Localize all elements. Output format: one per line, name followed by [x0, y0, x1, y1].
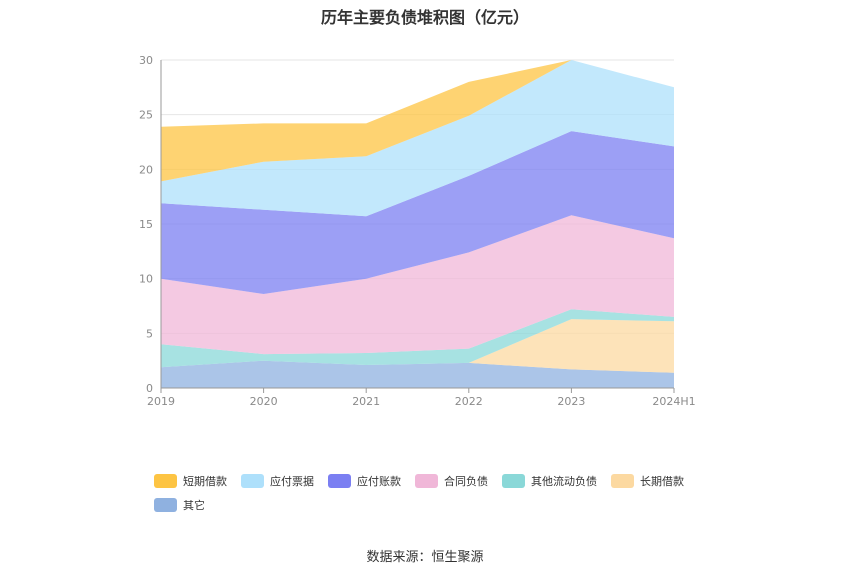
legend: 短期借款 应付票据 应付账款 合同负债 其他流动负债 长期借款其它 [154, 472, 714, 514]
legend-item[interactable]: 应付票据 [241, 472, 314, 490]
y-tick-labels: 0 5 10 15 20 25 30 [139, 54, 153, 395]
legend-label: 应付账款 [357, 475, 401, 488]
area-series-6[interactable] [161, 60, 674, 182]
area-series-2[interactable] [161, 309, 674, 368]
x-tick-label: 2024H1 [652, 395, 695, 408]
area-series-5[interactable] [161, 60, 674, 217]
area-series-0[interactable] [161, 360, 674, 388]
legend-swatch [154, 498, 177, 512]
legend-label: 合同负债 [444, 475, 488, 488]
y-tick-label: 30 [139, 54, 153, 67]
legend-swatch [154, 474, 177, 488]
x-tick-label: 2019 [147, 395, 175, 408]
legend-swatch [241, 474, 264, 488]
area-series-4[interactable] [161, 131, 674, 294]
legend-label: 长期借款 [640, 475, 684, 488]
legend-swatch [502, 474, 525, 488]
legend-item[interactable]: 长期借款 [611, 472, 684, 490]
legend-item[interactable]: 应付账款 [328, 472, 401, 490]
y-tick-label: 10 [139, 273, 153, 286]
chart-title: 历年主要负债堆积图（亿元） [320, 8, 529, 27]
y-tick-label: 25 [139, 109, 153, 122]
area-series-1[interactable] [161, 319, 674, 373]
y-tick-label: 0 [146, 382, 153, 395]
source-note: 数据来源：恒生聚源 [366, 550, 484, 565]
legend-item[interactable]: 其他流动负债 [502, 472, 597, 490]
y-tick-label: 20 [139, 163, 153, 176]
legend-label: 应付票据 [270, 475, 314, 488]
y-tick-label: 5 [146, 327, 153, 340]
axes [160, 60, 675, 393]
x-tick-label: 2022 [455, 395, 483, 408]
x-tick-label: 2023 [557, 395, 585, 408]
area-series-3[interactable] [161, 215, 674, 355]
legend-item[interactable]: 其它 [154, 496, 205, 514]
legend-swatch [415, 474, 438, 488]
x-tick-label: 2020 [250, 395, 278, 408]
legend-label: 其他流动负债 [531, 475, 597, 488]
legend-label: 短期借款 [183, 475, 227, 488]
legend-swatch [328, 474, 351, 488]
legend-item[interactable]: 合同负债 [415, 472, 488, 490]
y-tick-label: 15 [139, 218, 153, 231]
legend-swatch [611, 474, 634, 488]
legend-label: 其它 [183, 499, 205, 512]
x-tick-labels: 2019 2020 2021 2022 2023 2024H1 [147, 395, 696, 408]
area-series [161, 60, 674, 388]
x-tick-label: 2021 [352, 395, 380, 408]
legend-item[interactable]: 短期借款 [154, 472, 227, 490]
